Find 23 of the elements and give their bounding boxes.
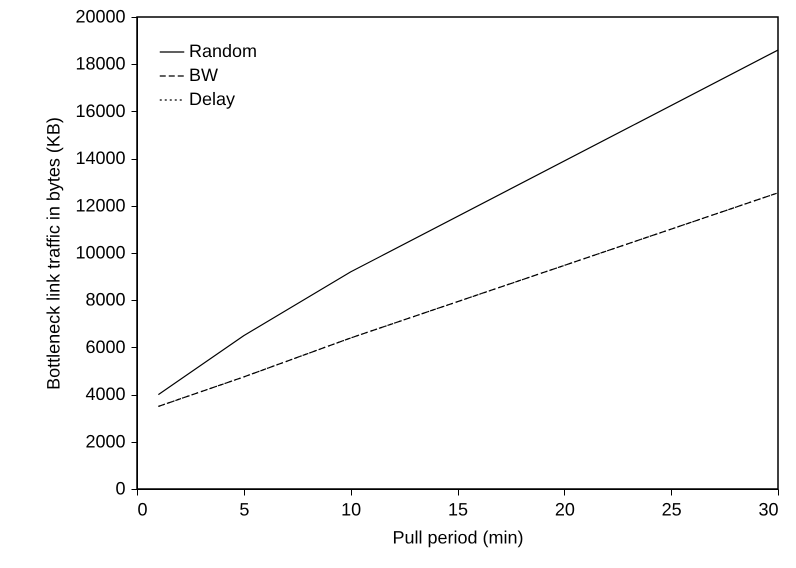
y-tick-label: 8000 [85, 290, 126, 310]
x-tick-label: 10 [341, 500, 362, 520]
legend-label: BW [189, 65, 218, 85]
y-tick-label: 16000 [75, 100, 126, 121]
y-tick-label: 20000 [75, 6, 126, 26]
x-tick-label: 5 [239, 500, 250, 520]
y-tick-label: 14000 [75, 148, 126, 168]
y-tick-label: 6000 [85, 336, 126, 357]
x-axis-title: Pull period (min) [392, 528, 524, 548]
legend-label: Random [189, 41, 258, 61]
y-tick-label: 0 [115, 478, 126, 498]
x-tick-label: 30 [758, 500, 778, 520]
y-tick-label: 18000 [75, 54, 126, 74]
x-tick-label: 20 [554, 500, 575, 520]
x-tick-label: 0 [138, 500, 148, 520]
x-tick-label: 15 [448, 500, 468, 520]
y-axis-title: Bottleneck link traffic in bytes (KB) [43, 117, 64, 390]
y-tick-label: 10000 [75, 242, 126, 262]
legend-label: Delay [189, 89, 236, 109]
y-tick-label: 4000 [85, 384, 126, 404]
y-tick-label: 2000 [85, 431, 126, 452]
x-tick-label: 25 [662, 500, 682, 520]
y-tick-label: 12000 [75, 195, 126, 216]
